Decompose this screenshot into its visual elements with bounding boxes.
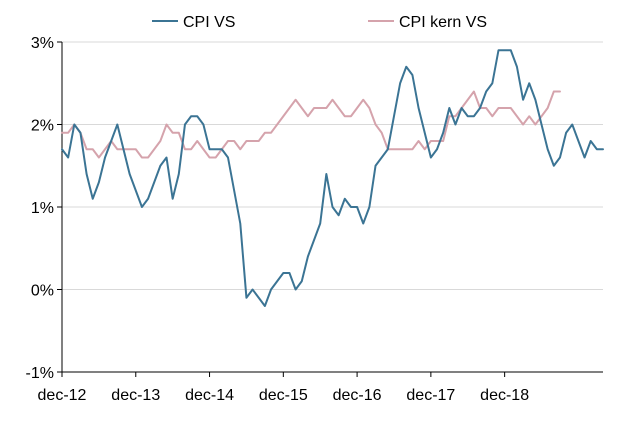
y-tick-label: -1% [26,365,54,382]
x-tick-label: dec-18 [480,387,529,404]
x-tick-label: dec-16 [333,387,382,404]
axes [57,41,603,377]
x-tick-label: dec-15 [259,387,308,404]
gridlines [62,41,603,290]
y-tick-label: 3% [31,35,54,52]
legend-label-cpi-kern-vs: CPI kern VS [399,14,487,31]
y-tick-label: 2% [31,118,54,135]
legend-label-cpi-vs: CPI VS [183,14,235,31]
legend: CPI VS CPI kern VS [152,14,487,31]
x-tick-label: dec-12 [38,387,87,404]
x-tick-label: dec-14 [185,387,234,404]
series-line-cpi-vs [61,49,604,307]
series-lines [61,49,604,307]
x-tick-label: dec-13 [111,387,160,404]
x-tick-label: dec-17 [406,387,455,404]
series-line-cpi-kern-vs [61,90,561,159]
y-axis-tick-labels: -1% 0% 1% 2% 3% [26,35,54,382]
x-axis-tick-labels: dec-12 dec-13 dec-14 dec-15 dec-16 dec-17 dec-… [38,387,530,404]
y-tick-label: 1% [31,200,54,217]
y-tick-label: 0% [31,283,54,300]
